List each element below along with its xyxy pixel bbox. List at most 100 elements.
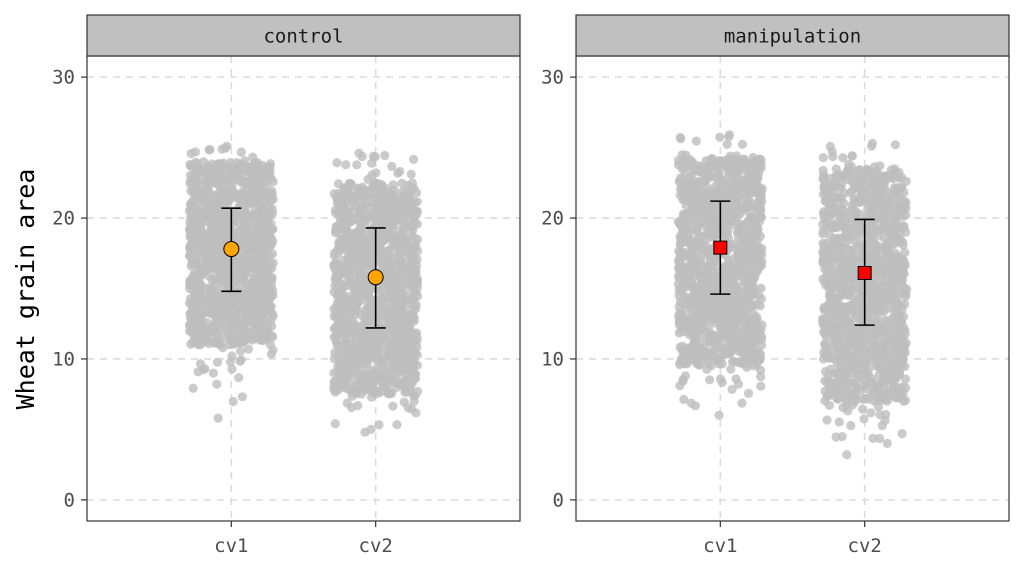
data-point	[681, 151, 690, 160]
data-point	[392, 383, 401, 392]
data-point	[883, 397, 892, 406]
data-point	[679, 238, 688, 247]
data-point	[363, 371, 372, 380]
data-point	[261, 190, 270, 199]
data-point	[757, 250, 766, 259]
mean-marker	[368, 270, 383, 285]
data-point	[413, 292, 422, 301]
data-point	[732, 176, 741, 185]
data-point	[226, 357, 235, 366]
data-point	[745, 273, 754, 282]
y-tick-label: 30	[52, 67, 75, 89]
data-point	[383, 308, 392, 317]
data-point	[756, 382, 765, 391]
data-point	[734, 282, 743, 291]
data-point	[234, 373, 243, 382]
data-point	[409, 358, 418, 367]
data-point	[848, 186, 857, 195]
data-point	[377, 253, 386, 262]
x-tick-label: cv1	[214, 535, 248, 557]
data-point	[374, 420, 383, 429]
data-point	[401, 252, 410, 261]
data-point	[676, 173, 685, 182]
data-point	[696, 273, 705, 282]
data-point	[217, 270, 226, 279]
data-point	[388, 402, 397, 411]
data-point	[263, 271, 272, 280]
data-point	[756, 200, 765, 209]
data-point	[701, 176, 710, 185]
data-point	[402, 222, 411, 231]
data-point	[387, 268, 396, 277]
data-point	[188, 234, 197, 243]
data-point	[338, 315, 347, 324]
data-point	[357, 389, 366, 398]
data-point	[689, 339, 698, 348]
data-point	[213, 358, 222, 367]
data-point	[751, 183, 760, 192]
data-point	[749, 157, 758, 166]
data-point	[238, 392, 247, 401]
data-point	[242, 304, 251, 313]
data-point	[226, 307, 235, 316]
data-point	[392, 213, 401, 222]
data-point	[192, 178, 201, 187]
data-point	[875, 161, 884, 170]
data-point	[260, 291, 269, 300]
data-point	[382, 319, 391, 328]
data-point	[370, 182, 379, 191]
data-point	[331, 228, 340, 237]
data-point	[736, 310, 745, 319]
y-tick-label: 10	[52, 348, 75, 370]
data-point	[248, 162, 257, 171]
data-point	[355, 231, 364, 240]
data-point	[199, 365, 208, 374]
data-point	[339, 183, 348, 192]
data-point	[228, 270, 237, 279]
data-point	[701, 350, 710, 359]
data-point	[832, 432, 841, 441]
data-point	[833, 393, 842, 402]
data-point	[388, 339, 397, 348]
data-point	[743, 207, 752, 216]
data-point	[723, 302, 732, 311]
data-point	[676, 316, 685, 325]
data-point	[266, 340, 275, 349]
data-point	[331, 387, 340, 396]
data-point	[714, 272, 723, 281]
data-point	[715, 133, 724, 142]
data-point	[240, 156, 249, 165]
data-point	[734, 380, 743, 389]
data-point	[229, 186, 238, 195]
data-point	[702, 365, 711, 374]
data-point	[367, 350, 376, 359]
data-point	[744, 262, 753, 271]
data-point	[878, 364, 887, 373]
data-point	[720, 227, 729, 236]
data-point	[674, 280, 683, 289]
data-point	[267, 174, 276, 183]
data-point	[393, 365, 402, 374]
data-point	[899, 289, 908, 298]
data-point	[364, 175, 373, 184]
data-point	[405, 327, 414, 336]
data-point	[261, 332, 270, 341]
data-point	[410, 302, 419, 311]
data-point	[392, 420, 401, 429]
data-point	[200, 331, 209, 340]
data-point	[217, 310, 226, 319]
data-point	[380, 197, 389, 206]
data-point	[353, 299, 362, 308]
data-point	[400, 387, 409, 396]
data-point	[261, 198, 270, 207]
data-point	[213, 202, 222, 211]
y-tick-label: 0	[64, 489, 75, 511]
data-point	[883, 439, 892, 448]
data-point	[878, 421, 887, 430]
data-point	[332, 291, 341, 300]
data-point	[736, 241, 745, 250]
data-point	[338, 215, 347, 224]
data-point	[698, 248, 707, 257]
data-point	[248, 336, 257, 345]
data-point	[746, 292, 755, 301]
